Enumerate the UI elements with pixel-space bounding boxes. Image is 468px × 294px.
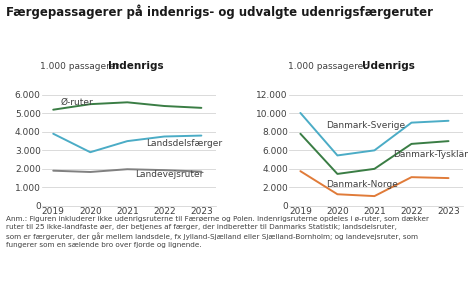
Text: 1.000 passagerer: 1.000 passagerer	[40, 62, 119, 71]
Text: Danmark-Norge: Danmark-Norge	[326, 180, 398, 189]
Text: 1.000 passagerer: 1.000 passagerer	[287, 62, 366, 71]
Text: Danmark-Sverige: Danmark-Sverige	[326, 121, 405, 130]
Text: Landevejsruter: Landevejsruter	[135, 170, 203, 179]
Text: Færgepassagerer på indenrigs- og udvalgte udenrigsfærgeruter: Færgepassagerer på indenrigs- og udvalgt…	[6, 4, 432, 19]
Text: Landsdelsfærger: Landsdelsfærger	[146, 139, 222, 148]
Text: Anm.: Figuren inkluderer ikke udenrigsruterne til Færøerne og Polen. Indenrigsru: Anm.: Figuren inkluderer ikke udenrigsru…	[6, 216, 429, 248]
Text: Ø-ruter: Ø-ruter	[61, 98, 94, 107]
Text: Danmark-Tyskland: Danmark-Tyskland	[393, 150, 468, 158]
Text: Udenrigs: Udenrigs	[362, 61, 415, 71]
Text: Indenrigs: Indenrigs	[108, 61, 164, 71]
